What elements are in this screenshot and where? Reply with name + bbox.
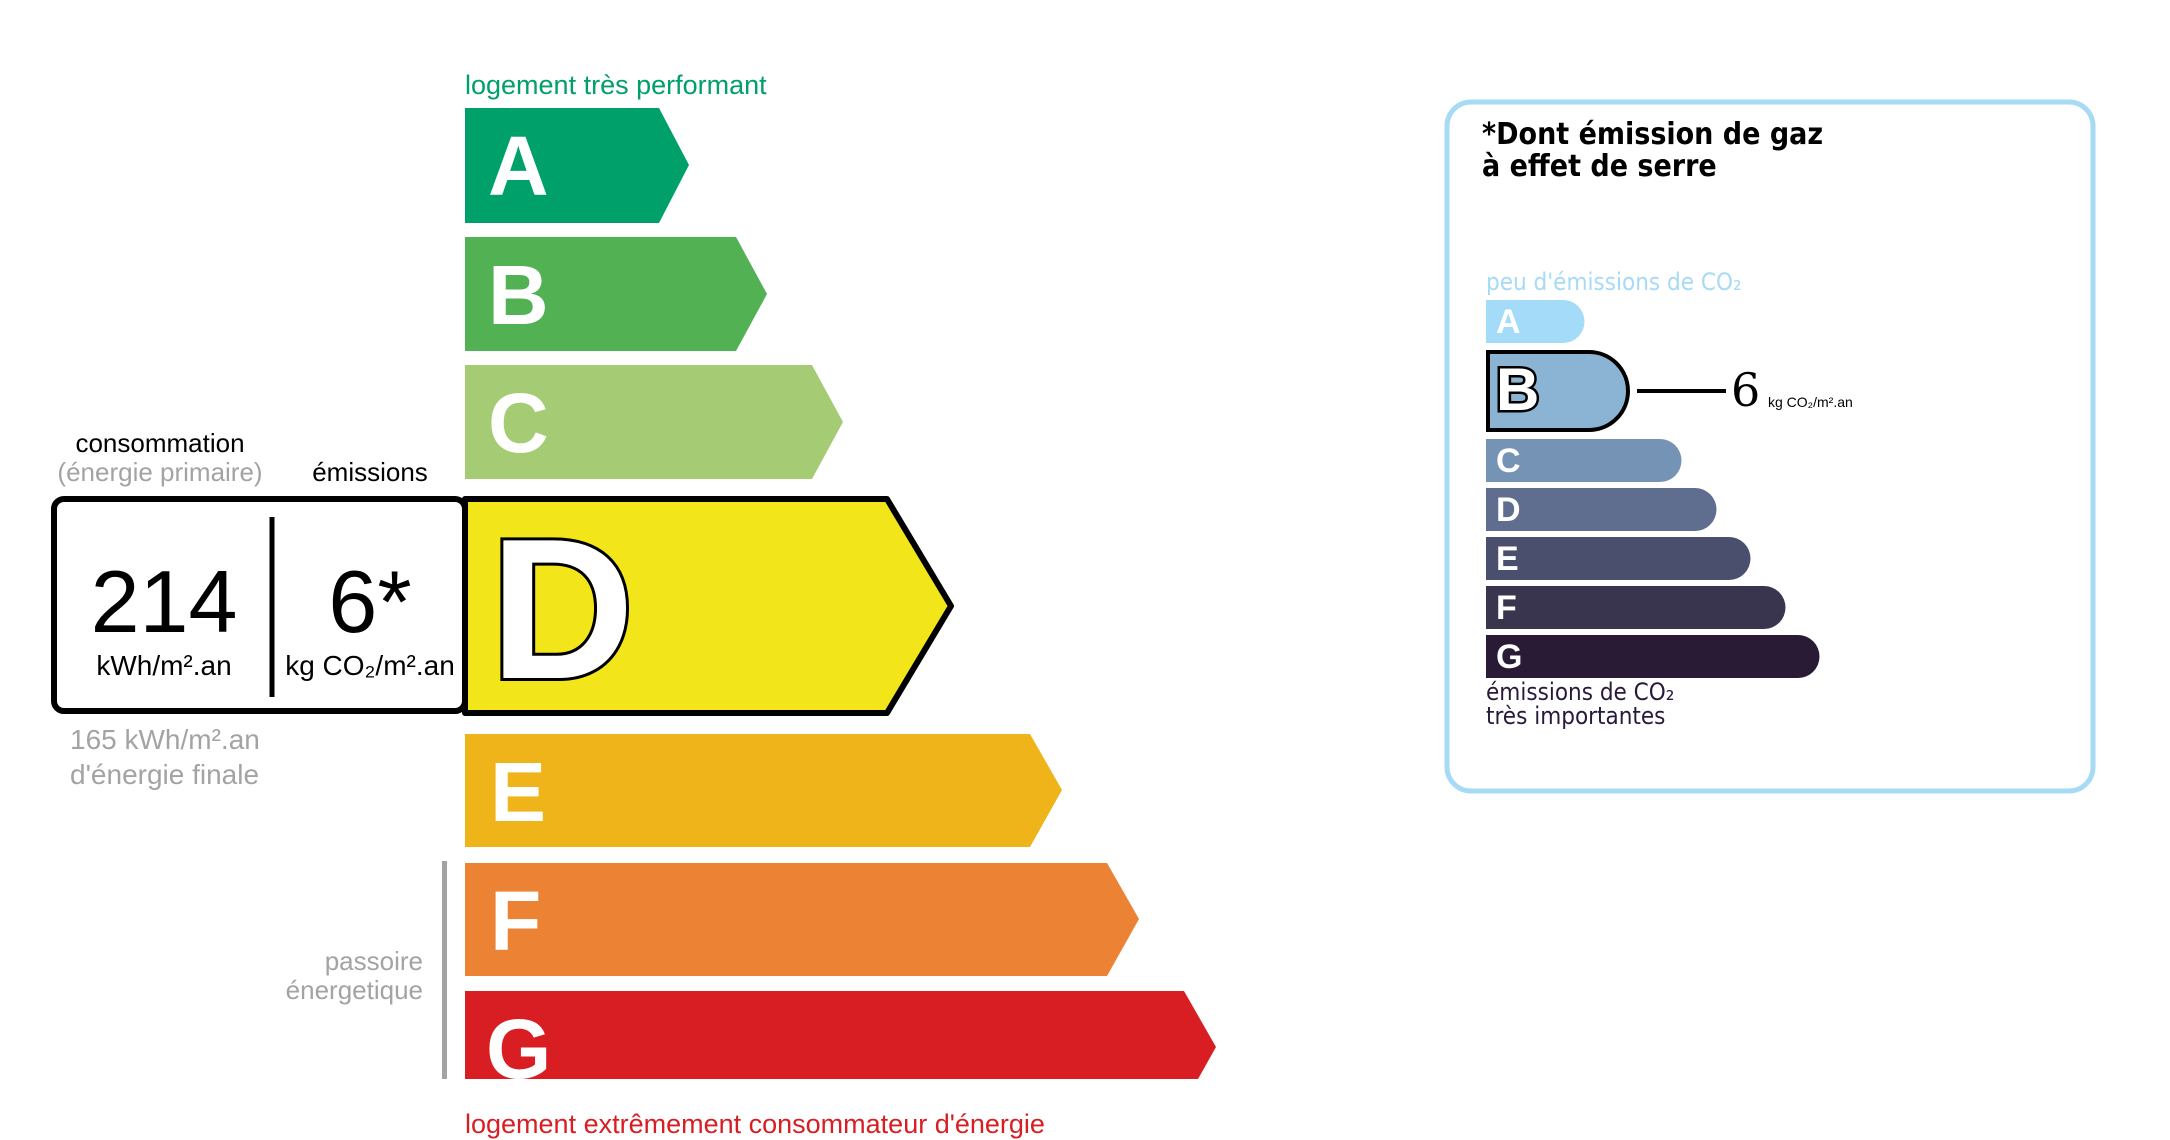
ges-letter-d: D: [1496, 491, 1521, 529]
passoire-label-2: énergetique: [285, 975, 423, 1005]
ges-letter-e: E: [1496, 540, 1519, 578]
ges-letter-g: G: [1496, 638, 1523, 676]
ges-letter-c: C: [1496, 442, 1521, 480]
emission-unit: kg CO₂/m².an: [285, 650, 455, 681]
final-energy-label: d'énergie finale: [70, 759, 260, 790]
ges-bar-b: [1486, 350, 1630, 432]
ges-bar-e: [1486, 537, 1751, 580]
ges-title-2: à effet de serre: [1482, 149, 1717, 184]
consommation-label: consommation: [75, 428, 245, 458]
label-graphics: [51, 99, 2096, 1079]
passoire-label-1: passoire: [324, 946, 423, 976]
energy-bar-g: [465, 991, 1216, 1079]
emission-value: 6*: [328, 552, 412, 651]
final-energy-value: 165 kWh/m².an: [70, 724, 260, 755]
ges-title-1: *Dont émission de gaz: [1482, 117, 1824, 152]
class-letter-c: C: [488, 376, 549, 470]
ges-current-letter: B: [1493, 356, 1541, 423]
primaire-label: (énergie primaire): [57, 457, 263, 487]
energy-value-unit: kWh/m².an: [96, 650, 232, 681]
energy-bar-e: [465, 734, 1062, 847]
ges-bar-c: [1486, 439, 1682, 482]
ges-value: 6: [1731, 363, 1761, 417]
ges-bottom-label-1: émissions de CO₂: [1486, 678, 1675, 706]
ges-bar-a: [1486, 300, 1585, 343]
current-class-letter: D: [487, 498, 637, 721]
ges-bar-g: [1486, 635, 1820, 678]
class-letter-a: A: [488, 119, 549, 213]
energy-bar-f: [465, 863, 1139, 976]
ges-bar-f: [1486, 586, 1786, 629]
energy-bar-b: [465, 237, 767, 351]
class-letter-g: G: [486, 1002, 552, 1096]
ges-bar-d: [1486, 488, 1717, 531]
class-letter-b: B: [488, 248, 549, 342]
class-letter-e: E: [490, 745, 547, 839]
energy-bar-d: [462, 496, 954, 716]
top-label: logement très performant: [465, 70, 767, 100]
energy-value: 214: [90, 552, 238, 651]
energy-bar-a: [465, 108, 689, 223]
bottom-label: logement extrêmement consommateur d'éner…: [465, 1109, 1045, 1139]
ges-bottom-label-2: très importantes: [1486, 702, 1666, 730]
ges-letter-f: F: [1496, 589, 1517, 627]
ges-unit: kg CO₂/m².an: [1768, 394, 1853, 410]
energy-bar-c: [465, 365, 843, 479]
ges-letter-a: A: [1496, 303, 1521, 341]
passoire-bracket: [442, 861, 447, 1079]
ges-top-label: peu d'émissions de CO₂: [1486, 268, 1742, 296]
emissions-label: émissions: [312, 457, 428, 487]
class-letter-f: F: [490, 874, 542, 968]
